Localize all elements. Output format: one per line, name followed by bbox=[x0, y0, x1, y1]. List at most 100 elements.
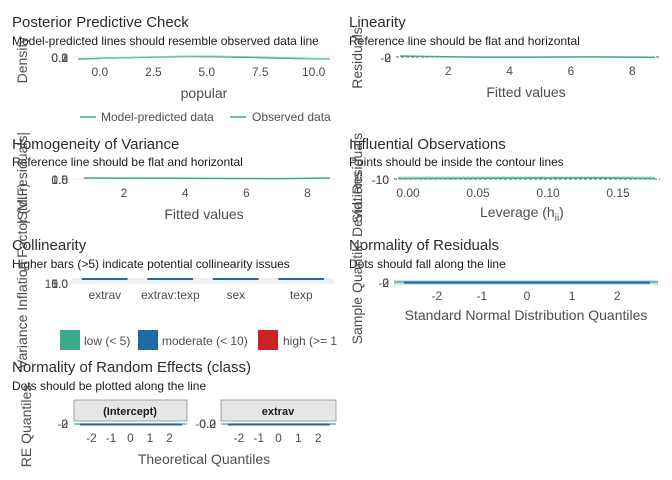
facet-intercept: (Intercept) 2 0 -2 -2 -1 0 1 2 bbox=[57, 399, 188, 445]
influential-title: Influential Observations bbox=[349, 136, 506, 153]
homogeneity-y-tick: 0.0 bbox=[51, 173, 68, 187]
linearity-subtitle: Reference line should be flat and horizo… bbox=[349, 34, 580, 48]
ppc-predicted-line bbox=[77, 55, 331, 60]
influential-smooth-line bbox=[397, 177, 656, 180]
facet-intercept-y-tick: 0 bbox=[61, 417, 68, 431]
facet-label-extrav: extrav bbox=[262, 406, 295, 418]
facet-extrav-y-tick: 0.0 bbox=[199, 417, 216, 431]
homogeneity-smooth-line bbox=[83, 177, 331, 180]
ppc-x-ticks: 0.0 2.5 5.0 7.5 10.0 bbox=[91, 65, 325, 79]
ppc-y-tick: 0.1 bbox=[51, 51, 68, 65]
linearity-smooth-line bbox=[399, 55, 656, 59]
facet-extrav-y-tick: 0.2 bbox=[199, 417, 216, 431]
legend-observed: Observed data bbox=[252, 110, 331, 124]
ppc-y-tick: 0.2 bbox=[51, 51, 68, 65]
homogeneity-title: Homogeneity of Variance bbox=[12, 136, 179, 153]
influential-y-ticks: 10 0 -10 bbox=[372, 173, 390, 187]
influential-x-tick: 0.15 bbox=[606, 186, 630, 200]
legend-high: high (>= 1 bbox=[283, 334, 337, 348]
panel-random-effects: Normality of Random Effects (class) Dots… bbox=[12, 359, 337, 467]
normality-x-tick: 2 bbox=[614, 289, 621, 303]
collinearity-y-tick: 10.0 bbox=[45, 277, 69, 291]
homogeneity-subtitle: Reference line should be flat and horizo… bbox=[12, 155, 243, 169]
facet-intercept-x-tick: -2 bbox=[86, 431, 97, 445]
legend-key-low bbox=[60, 330, 80, 350]
facet-intercept-x-tick: 2 bbox=[166, 431, 173, 445]
facet-extrav-x-tick: 2 bbox=[315, 431, 322, 445]
facet-intercept-y-tick: 2 bbox=[61, 417, 68, 431]
facet-strip-extrav bbox=[220, 399, 337, 422]
ppc-legend: Model-predicted data Observed data bbox=[80, 110, 331, 124]
homogeneity-x-label: Fitted values bbox=[164, 206, 243, 222]
facet-extrav-x-tick: 0 bbox=[275, 431, 282, 445]
linearity-x-tick: 8 bbox=[629, 64, 636, 78]
facet-intercept-y-tick: -2 bbox=[57, 417, 68, 431]
influential-y-tick: 10 bbox=[376, 173, 390, 187]
facet-strip-intercept bbox=[73, 399, 188, 422]
normality-x-tick: -2 bbox=[431, 289, 442, 303]
panel-homogeneity: Homogeneity of Variance Reference line s… bbox=[12, 132, 335, 224]
random-effects-subtitle: Dots should be plotted along the line bbox=[12, 379, 206, 393]
ppc-title: Posterior Predictive Check bbox=[12, 14, 189, 31]
collinearity-x-tick: sex bbox=[226, 288, 245, 302]
linearity-x-tick: 2 bbox=[445, 64, 452, 78]
ppc-x-tick: 7.5 bbox=[252, 65, 269, 79]
ppc-y-tick: 0.3 bbox=[51, 51, 68, 65]
random-effects-title: Normality of Random Effects (class) bbox=[12, 359, 251, 376]
normality-title: Normality of Residuals bbox=[349, 237, 499, 254]
linearity-y-tick: 0 bbox=[384, 51, 391, 65]
normality-y-tick: -2 bbox=[378, 276, 389, 290]
influential-x-tick: 0.05 bbox=[466, 186, 490, 200]
influential-x-tick: 0.10 bbox=[536, 186, 560, 200]
facet-extrav-y-tick: -0.2 bbox=[195, 417, 216, 431]
collinearity-x-ticks: extrav extrav:texp sex texp bbox=[88, 288, 313, 302]
influential-y-tick: -10 bbox=[372, 173, 390, 187]
normality-y-tick: 0 bbox=[382, 276, 389, 290]
linearity-title: Linearity bbox=[349, 14, 406, 31]
panel-linearity: Linearity Reference line should be flat … bbox=[349, 14, 660, 100]
influential-y-tick: 0 bbox=[382, 173, 389, 187]
collinearity-y-tick: 1.0 bbox=[51, 277, 68, 291]
collinearity-bar bbox=[147, 278, 194, 280]
normality-y-label: Sample Quantile Deviations bbox=[349, 172, 365, 345]
facet-extrav-x-ticks: -2 -1 0 1 2 bbox=[233, 431, 321, 445]
influential-x-ticks: 0.00 0.05 0.10 0.15 bbox=[396, 186, 630, 200]
influential-x-tick: 0.00 bbox=[396, 186, 420, 200]
panel-posterior-predictive-check: Posterior Predictive Check Model-predict… bbox=[12, 14, 335, 124]
facet-extrav-x-tick: 1 bbox=[295, 431, 302, 445]
ppc-x-tick: 10.0 bbox=[302, 65, 326, 79]
ppc-x-tick: 0.0 bbox=[91, 65, 108, 79]
facet-intercept-x-ticks: -2 -1 0 1 2 bbox=[86, 431, 173, 445]
collinearity-y-label: Variance Inflation Factor (VIF) bbox=[14, 183, 30, 369]
random-effects-x-label: Theoretical Quantiles bbox=[138, 451, 270, 467]
collinearity-y-tick: 5.0 bbox=[51, 277, 68, 291]
facet-intercept-x-tick: 0 bbox=[127, 431, 134, 445]
homogeneity-x-tick: 8 bbox=[304, 186, 311, 200]
influential-y-label: Std. Residuals bbox=[349, 133, 365, 223]
facet-intercept-x-tick: -1 bbox=[106, 431, 117, 445]
linearity-y-tick: -2 bbox=[380, 51, 391, 65]
influential-x-label: Leverage (hii) bbox=[480, 204, 564, 224]
collinearity-plot-area bbox=[72, 278, 334, 284]
collinearity-subtitle: Higher bars (>5) indicate potential coll… bbox=[12, 257, 290, 271]
panel-normality: Normality of Residuals Dots should fall … bbox=[349, 172, 658, 345]
linearity-y-ticks: 2 0 -2 bbox=[380, 51, 391, 65]
facet-extrav: extrav 0.2 0.0 -0.2 -2 -1 0 1 2 bbox=[195, 399, 337, 445]
legend-low: low (< 5) bbox=[84, 334, 130, 348]
normality-x-tick: -1 bbox=[477, 289, 488, 303]
facet-extrav-x-tick: -1 bbox=[253, 431, 264, 445]
collinearity-bar bbox=[212, 278, 259, 280]
ppc-x-tick: 5.0 bbox=[198, 65, 215, 79]
homogeneity-x-tick: 2 bbox=[121, 186, 128, 200]
homogeneity-y-label: |Std. residuals| bbox=[14, 132, 30, 224]
collinearity-y-ticks: 10.0 5.0 1.0 bbox=[45, 277, 69, 291]
normality-x-tick: 0 bbox=[524, 289, 531, 303]
linearity-y-label: Residuals bbox=[349, 27, 365, 88]
linearity-x-tick: 4 bbox=[506, 64, 513, 78]
collinearity-bar bbox=[81, 278, 128, 280]
legend-moderate: moderate (< 10) bbox=[162, 334, 248, 348]
linearity-x-ticks: 2 4 6 8 bbox=[445, 64, 636, 78]
collinearity-title: Collinearity bbox=[12, 237, 87, 254]
collinearity-x-tick: extrav bbox=[88, 288, 121, 302]
linearity-y-tick: 2 bbox=[384, 51, 391, 65]
